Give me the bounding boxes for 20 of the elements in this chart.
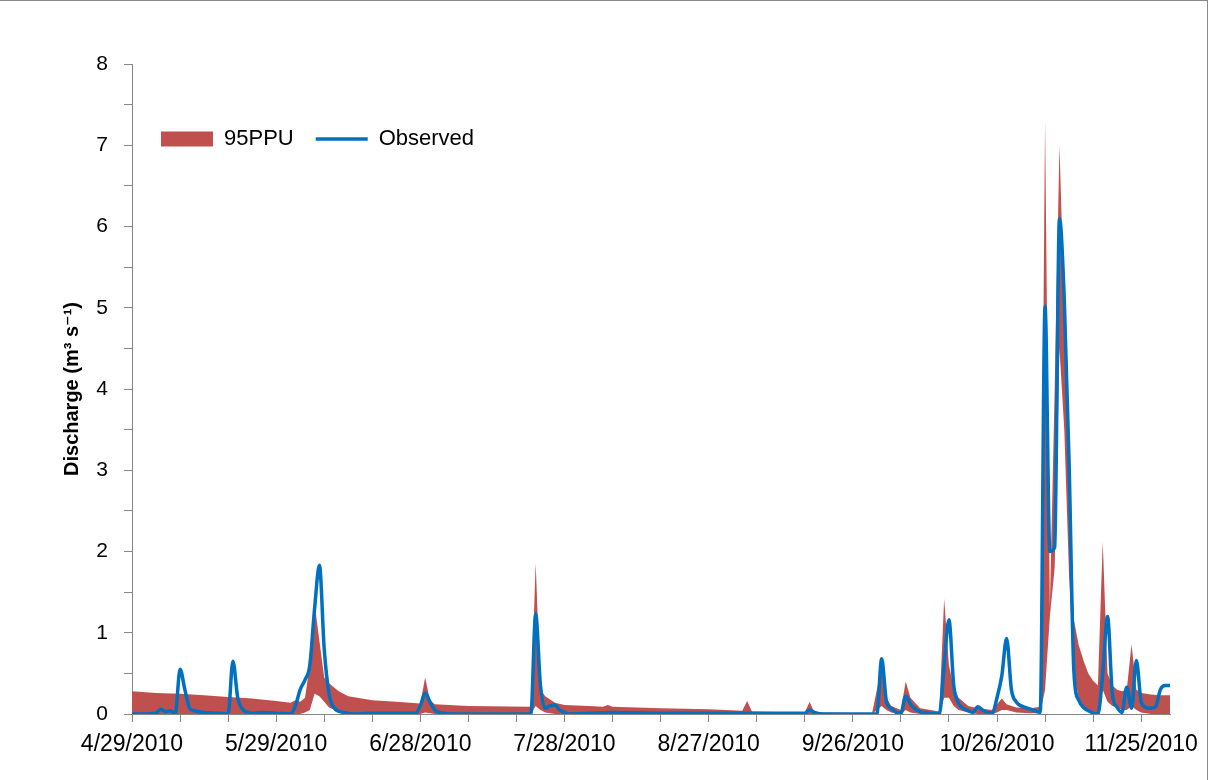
x-tick-label: 6/28/2010 [369,730,472,757]
y-tick-label: 5 [96,294,108,318]
x-tick-label: 11/25/2010 [1084,730,1198,757]
y-axis-title: Discharge (m³ s⁻¹) [59,302,82,476]
x-tick-label: 10/26/2010 [939,730,1055,757]
x-tick-label: 7/28/2010 [513,730,616,757]
x-tick-label: 9/26/2010 [801,730,904,757]
y-tick-label: 1 [96,619,108,643]
legend-label: 95PPU [224,125,294,151]
y-tick-label: 7 [96,132,108,156]
y-tick-label: 3 [96,457,108,481]
y-tick-label: 6 [96,213,108,237]
y-tick-label: 8 [96,50,108,74]
x-tick-label: 5/29/2010 [225,730,328,757]
legend-label: Observed [378,125,475,151]
y-tick-label: 0 [96,700,108,724]
x-tick-label: 8/27/2010 [657,730,760,757]
x-tick-label: 4/29/2010 [80,730,184,757]
y-tick-label: 4 [96,375,109,399]
y-tick-label: 2 [96,538,108,562]
